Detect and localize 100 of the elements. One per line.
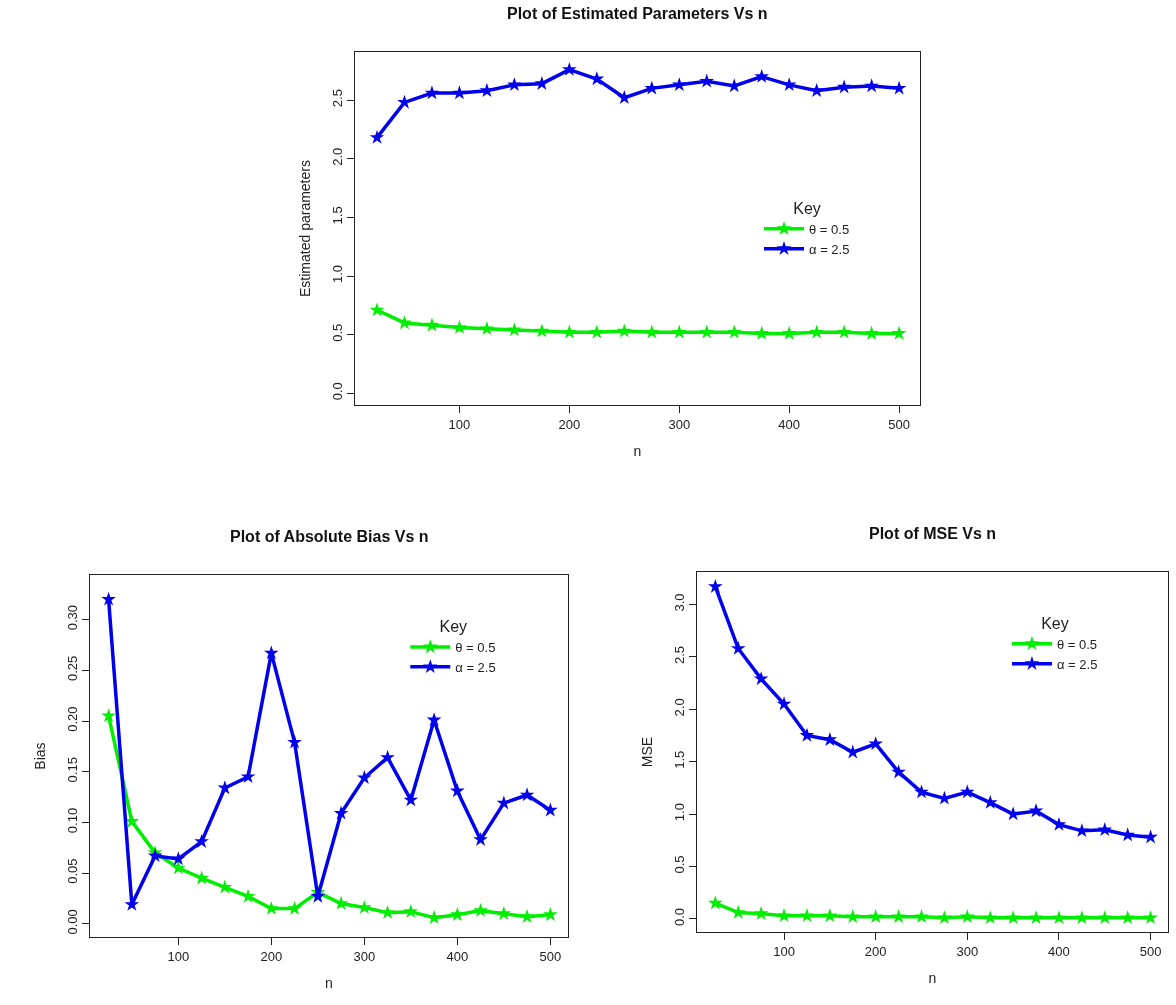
x-tick-label: 400 — [778, 416, 801, 432]
point — [1005, 910, 1021, 925]
x-tick-label: 300 — [353, 948, 376, 964]
point — [616, 323, 632, 338]
point — [699, 73, 715, 88]
x-axis-title: n — [325, 975, 333, 991]
point — [562, 324, 577, 339]
legend-label: α = 2.5 — [1056, 656, 1098, 672]
y-tick-label: 2.5 — [329, 89, 345, 108]
x-tick-label: 100 — [448, 416, 471, 432]
point — [473, 831, 488, 846]
chart-title: Plot of Absolute Bias Vs n — [230, 528, 429, 545]
point — [864, 325, 879, 340]
y-tick-label: 0.10 — [64, 807, 80, 834]
point — [171, 851, 186, 866]
point — [507, 322, 522, 337]
x-tick-label: 200 — [864, 943, 887, 959]
point — [380, 749, 395, 764]
point — [171, 860, 186, 875]
point — [507, 77, 522, 92]
chart-title: Plot of MSE Vs n — [869, 525, 997, 542]
point — [264, 645, 279, 660]
y-tick-label: 0.5 — [671, 855, 687, 874]
point — [754, 68, 770, 83]
point — [776, 696, 792, 711]
point — [333, 895, 349, 910]
point — [671, 324, 687, 339]
y-tick-label: 0.0 — [671, 907, 687, 926]
point — [194, 833, 209, 848]
legend-label: α = 2.5 — [455, 659, 496, 675]
x-tick-label: 300 — [668, 416, 691, 432]
legend-label: θ = 0.5 — [455, 640, 496, 656]
point — [753, 905, 769, 920]
point — [914, 784, 929, 799]
y-axis-title: Bias — [32, 742, 49, 770]
x-tick-label: 500 — [1139, 943, 1162, 959]
point — [708, 578, 723, 593]
legend-title: Key — [439, 618, 468, 635]
chart-title: Plot of Estimated Parameters Vs n — [507, 5, 768, 22]
point — [730, 640, 746, 655]
point — [809, 324, 824, 339]
point — [589, 324, 605, 339]
x-tick-label: 200 — [558, 416, 581, 432]
point — [1051, 910, 1067, 925]
point — [644, 324, 660, 339]
point — [868, 736, 884, 751]
y-tick-label: 0.0 — [329, 382, 345, 401]
point — [450, 783, 465, 798]
point — [1051, 816, 1067, 831]
point — [240, 769, 256, 784]
legend-label: θ = 0.5 — [809, 221, 850, 237]
y-tick-label: 0.30 — [64, 605, 80, 631]
point — [403, 903, 419, 918]
point — [799, 727, 815, 742]
y-tick-label: 0.00 — [64, 909, 80, 935]
point — [397, 315, 412, 330]
point — [836, 324, 852, 339]
point — [452, 85, 467, 100]
point — [845, 909, 861, 924]
point — [726, 324, 742, 339]
point — [357, 899, 372, 914]
point — [424, 85, 440, 100]
point — [1005, 806, 1021, 821]
y-tick-label: 1.0 — [671, 803, 687, 822]
point — [101, 708, 116, 723]
point — [543, 906, 558, 921]
point — [217, 780, 233, 795]
y-tick-label: 0.20 — [64, 706, 80, 732]
point — [479, 321, 495, 335]
point — [1120, 910, 1135, 925]
x-tick-label: 400 — [1048, 943, 1070, 959]
point — [534, 75, 550, 90]
point — [333, 805, 349, 820]
legend-title: Key — [793, 199, 821, 217]
point — [452, 319, 467, 334]
y-tick-label: 1.5 — [671, 750, 687, 769]
y-axis-title: MSE — [639, 736, 656, 768]
point — [960, 784, 975, 799]
y-tick-label: 2.0 — [671, 698, 687, 717]
point — [891, 909, 906, 924]
x-tick-label: 500 — [539, 948, 562, 964]
point — [864, 78, 879, 93]
x-tick-label: 300 — [956, 943, 979, 959]
y-tick-label: 2.0 — [329, 147, 345, 166]
point — [424, 317, 440, 332]
point — [357, 770, 372, 785]
y-tick-label: 0.15 — [64, 757, 80, 783]
point — [982, 794, 998, 809]
point — [1097, 910, 1113, 925]
y-axis-title: Estimated parameters — [297, 160, 314, 297]
point — [914, 909, 929, 924]
x-tick-label: 100 — [773, 943, 795, 959]
point — [496, 905, 512, 920]
point — [671, 77, 687, 92]
point — [822, 908, 838, 922]
point — [836, 79, 852, 94]
y-tick-label: 1.5 — [329, 206, 345, 225]
point — [753, 671, 769, 686]
y-tick-label: 0.05 — [64, 858, 80, 884]
y-tick-label: 0.25 — [64, 655, 80, 682]
